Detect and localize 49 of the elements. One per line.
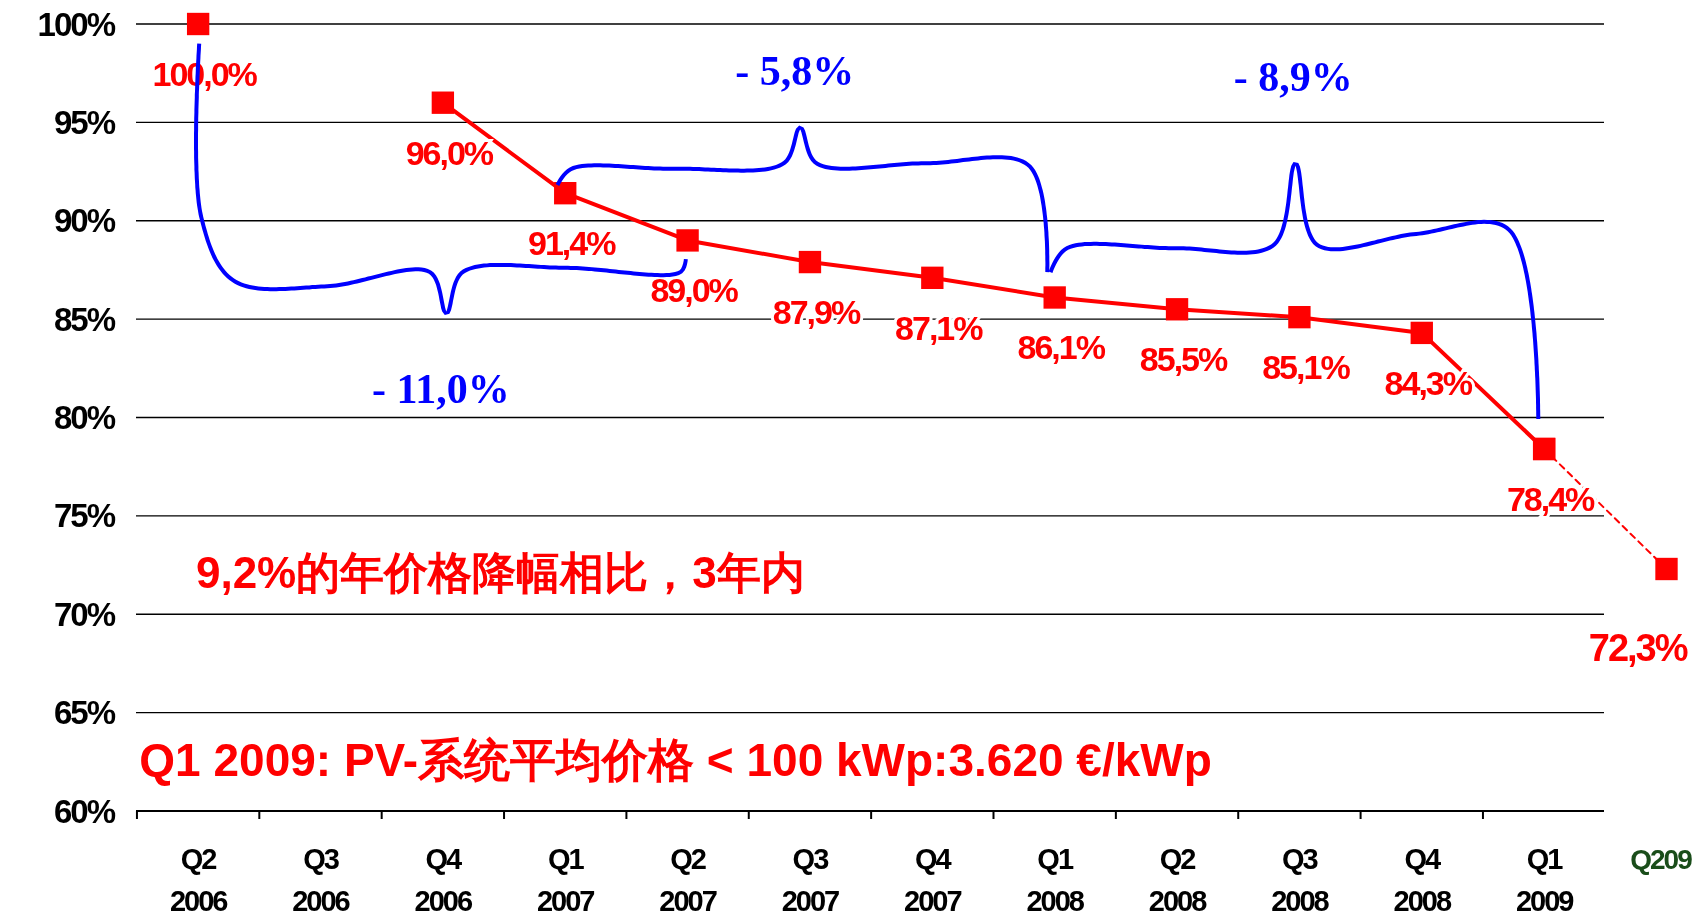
x-tick-label: Q3 2008	[1271, 843, 1330, 917]
point	[186, 12, 210, 36]
x-tick-label: Q3 2006	[292, 843, 351, 917]
x-tick-label: Q1 2008	[1026, 843, 1085, 917]
annotation: Q1 2009: PV-系统平均价格 < 100 kWp:3.620 €/kWp	[139, 734, 1212, 787]
y-tick-label: 85%	[53, 300, 116, 338]
annotation: 9,2%的年价格降幅相比，3年内	[195, 547, 805, 597]
data-label: 89,0%	[650, 271, 739, 310]
data-label: 78,4%	[1506, 479, 1596, 518]
point	[431, 91, 455, 114]
x-tick-label: Q1 2009	[1515, 843, 1575, 917]
x-tick-label: Q4 2007	[904, 843, 962, 917]
point	[1410, 321, 1433, 345]
x-tick-label: Q2 2006	[169, 843, 229, 917]
y-tick-label: 70%	[53, 595, 116, 633]
data-label: 91,4%	[528, 224, 617, 263]
annotation: - 11,0%	[372, 365, 510, 412]
x-tick-label: Q209	[1630, 844, 1693, 875]
annotation: - 5,8%	[735, 47, 855, 94]
y-tick-label: 100%	[37, 5, 116, 43]
data-label: 72,3%	[1588, 627, 1688, 669]
data-label: 96,0%	[405, 133, 494, 172]
data-label: 85,5%	[1139, 340, 1229, 379]
y-tick-label: 90%	[53, 202, 116, 240]
point	[1532, 437, 1556, 461]
y-tick-label: 95%	[53, 103, 116, 141]
point	[1288, 305, 1311, 329]
x-tick-label: Q2 2007	[659, 843, 717, 917]
y-tick-label: 60%	[53, 792, 116, 830]
x-tick-label: Q4 2008	[1393, 843, 1452, 917]
y-tick-label: 75%	[53, 497, 116, 535]
x-tick-label: Q4 2006	[414, 843, 473, 917]
point	[554, 182, 577, 205]
x-tick-label: Q2 2008	[1148, 843, 1208, 917]
point	[1165, 298, 1189, 321]
point	[1655, 557, 1678, 581]
x-tick-label: Q3 2007	[781, 843, 840, 917]
data-label: 87,1%	[895, 308, 984, 347]
point	[921, 266, 944, 289]
annotation: - 8,9%	[1233, 54, 1353, 101]
data-label: 86,1%	[1017, 328, 1106, 367]
point	[1043, 286, 1066, 309]
x-tick-label: Q1 2007	[536, 843, 595, 917]
y-tick-label: 65%	[53, 694, 116, 732]
y-tick-label: 80%	[53, 399, 116, 437]
data-label: 85,1%	[1262, 348, 1351, 387]
data-label: 84,3%	[1384, 363, 1473, 402]
point	[798, 250, 822, 274]
point	[676, 229, 699, 252]
